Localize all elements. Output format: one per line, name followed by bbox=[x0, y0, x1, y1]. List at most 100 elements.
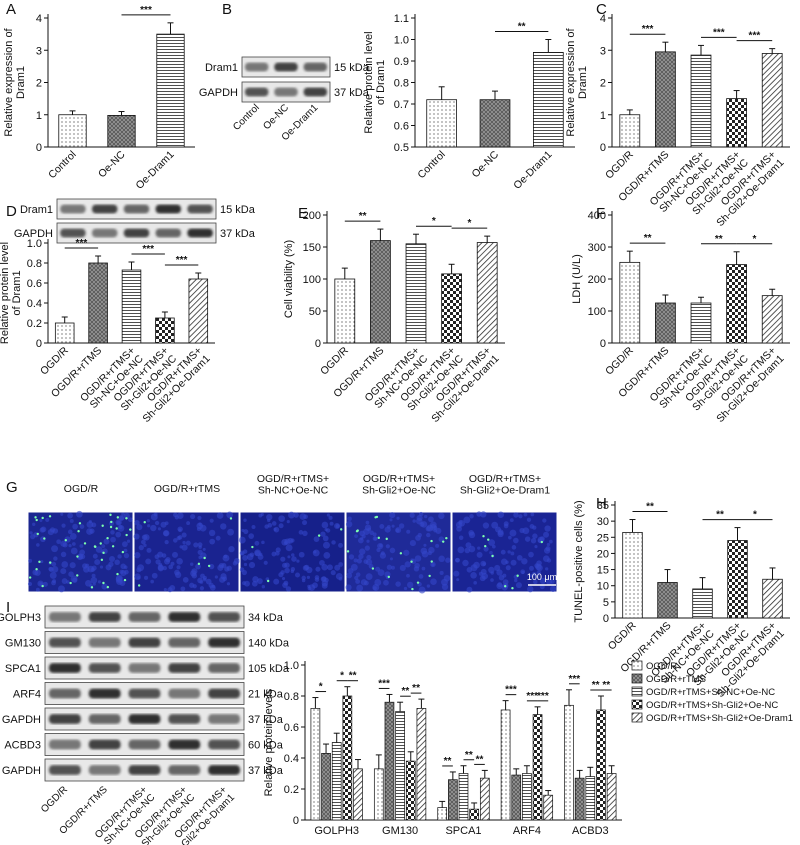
nucleus bbox=[61, 523, 66, 528]
nucleus bbox=[453, 570, 460, 577]
nucleus bbox=[198, 522, 202, 527]
blot-size: 34 kDa bbox=[248, 612, 284, 624]
blot-band bbox=[155, 204, 182, 214]
blot-band bbox=[88, 612, 121, 622]
bar bbox=[405, 243, 427, 344]
bar bbox=[88, 262, 108, 344]
nucleus bbox=[505, 565, 511, 571]
nucleus bbox=[456, 525, 462, 532]
error-bar bbox=[344, 686, 351, 696]
nucleus bbox=[169, 584, 176, 591]
nucleus bbox=[115, 531, 122, 538]
nucleus bbox=[266, 514, 273, 521]
bar bbox=[370, 240, 391, 344]
error-bar bbox=[449, 771, 456, 780]
nucleus bbox=[534, 545, 538, 549]
blot-size: 140 kDa bbox=[248, 638, 290, 650]
nucleus bbox=[359, 548, 366, 555]
y-tick-label: 0.4 bbox=[284, 753, 299, 765]
error-bar bbox=[534, 706, 541, 715]
nucleus bbox=[119, 580, 126, 587]
nucleus bbox=[220, 523, 227, 530]
blot-band bbox=[123, 204, 150, 214]
nucleus bbox=[482, 562, 486, 566]
significance-label: *** bbox=[378, 678, 390, 689]
nucleus bbox=[261, 584, 266, 589]
nucleus bbox=[543, 531, 550, 538]
nucleus bbox=[35, 587, 40, 592]
nucleus bbox=[406, 529, 411, 534]
tunel-dot bbox=[102, 551, 105, 555]
bar bbox=[373, 768, 384, 821]
nucleus bbox=[523, 512, 528, 517]
error-bar bbox=[167, 22, 174, 35]
significance-label: ** bbox=[646, 502, 654, 513]
nucleus bbox=[115, 574, 123, 582]
nucleus bbox=[205, 578, 212, 585]
nucleus bbox=[359, 530, 365, 537]
nucleus bbox=[307, 584, 311, 588]
nucleus bbox=[273, 526, 280, 533]
nucleus bbox=[476, 511, 482, 517]
nucleus bbox=[123, 565, 128, 570]
nucleus bbox=[116, 520, 121, 525]
blot-protein: ACBD3 bbox=[4, 740, 41, 752]
y-tick-label: 0.2 bbox=[27, 318, 42, 330]
error-bar bbox=[397, 701, 404, 712]
nucleus bbox=[283, 541, 288, 546]
nucleus bbox=[389, 518, 393, 522]
nucleus bbox=[89, 528, 95, 534]
nucleus bbox=[513, 537, 519, 544]
blot-band bbox=[48, 663, 81, 673]
bar bbox=[606, 773, 617, 821]
nucleus bbox=[463, 516, 471, 524]
nucleus bbox=[199, 586, 205, 591]
y-axis-label: Relative expression ofDram1 bbox=[3, 27, 27, 136]
nucleus bbox=[364, 545, 370, 551]
blot-protein: GAPDH bbox=[2, 714, 41, 726]
nucleus bbox=[128, 517, 133, 523]
nucleus bbox=[391, 565, 395, 570]
y-tick-label: 100 bbox=[303, 274, 321, 286]
nucleus bbox=[435, 543, 440, 548]
error-bar bbox=[734, 527, 741, 541]
blot-size: 37 kDa bbox=[248, 765, 284, 777]
tunel-dot bbox=[76, 574, 79, 577]
blot-size: 21 kDa bbox=[248, 689, 284, 701]
blot-size: 60 kDa bbox=[248, 740, 284, 752]
tunel-dot bbox=[69, 581, 72, 585]
bar bbox=[690, 54, 712, 148]
bar bbox=[761, 53, 783, 148]
nucleus bbox=[496, 582, 503, 590]
tunel-dot bbox=[203, 556, 206, 560]
bar bbox=[479, 99, 511, 148]
y-tick-label: 1.0 bbox=[27, 238, 42, 250]
tunel-dot bbox=[116, 516, 120, 519]
y-tick-label: 2 bbox=[600, 78, 606, 90]
significance-label: *** bbox=[140, 5, 152, 16]
nucleus bbox=[301, 578, 306, 583]
significance-label: *** bbox=[76, 238, 88, 249]
nucleus bbox=[123, 552, 130, 559]
nucleus bbox=[542, 518, 547, 523]
nucleus bbox=[199, 580, 204, 584]
nucleus bbox=[137, 564, 145, 572]
nucleus bbox=[239, 567, 245, 572]
y-tick-label: 0 bbox=[603, 613, 609, 625]
nucleus bbox=[302, 530, 308, 537]
error-bar bbox=[418, 698, 425, 709]
nucleus bbox=[284, 567, 290, 574]
nucleus bbox=[47, 529, 55, 536]
nucleus bbox=[240, 552, 244, 556]
nucleus bbox=[39, 518, 43, 522]
significance-label: *** bbox=[176, 255, 188, 266]
error-bar bbox=[312, 697, 319, 709]
nucleus bbox=[548, 539, 553, 544]
nucleus bbox=[114, 559, 120, 566]
blot-band bbox=[48, 688, 81, 699]
nucleus bbox=[29, 531, 33, 535]
nucleus bbox=[226, 511, 234, 519]
nucleus bbox=[386, 524, 391, 529]
nucleus bbox=[88, 520, 92, 524]
error-bar bbox=[523, 765, 530, 774]
